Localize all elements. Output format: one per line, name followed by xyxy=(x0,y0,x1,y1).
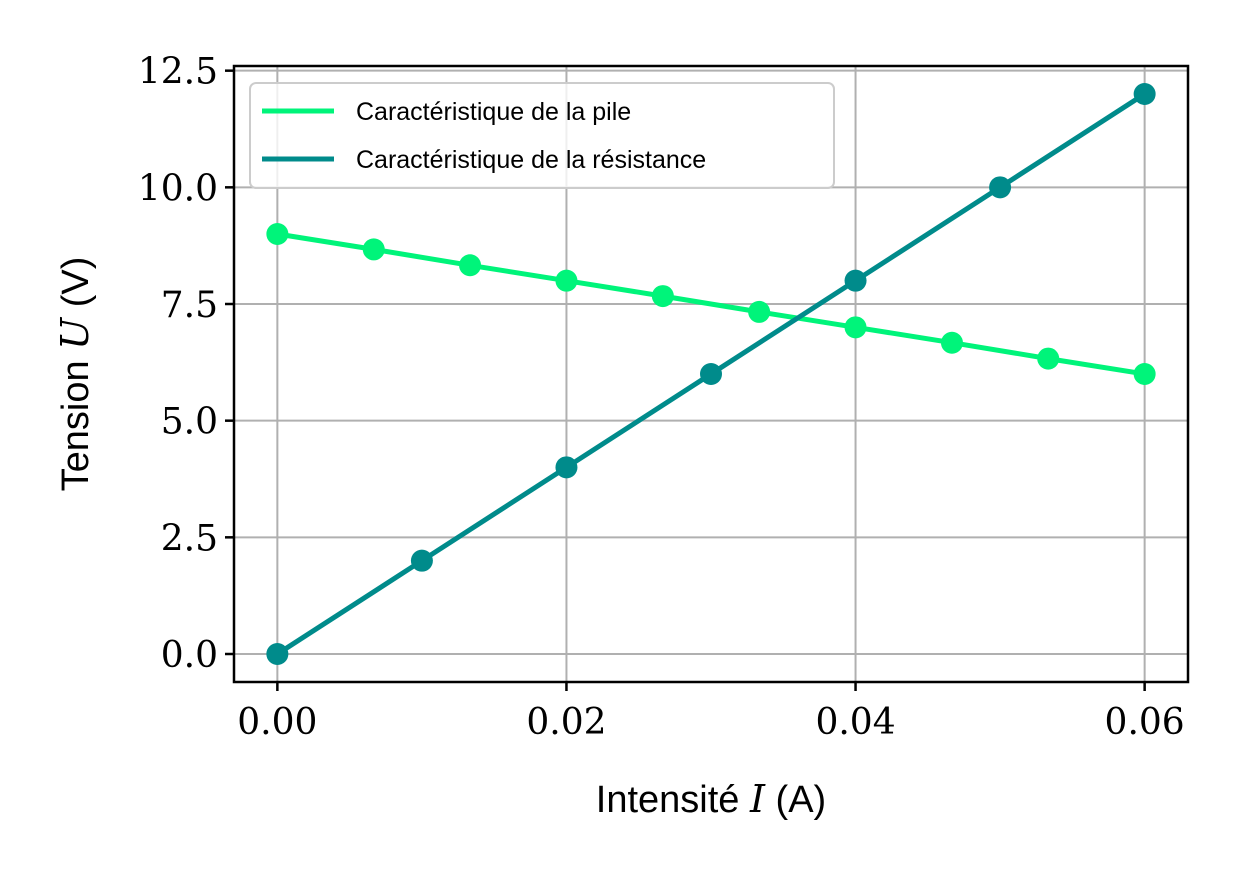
data-point-0 xyxy=(844,316,867,339)
y-tick-label: 10.0 xyxy=(138,168,218,209)
data-point-0 xyxy=(940,331,963,354)
data-point-0 xyxy=(362,238,385,261)
data-point-0 xyxy=(1037,347,1060,370)
legend-label-resistance: Caractéristique de la résistance xyxy=(356,146,706,174)
plot-frame xyxy=(232,64,1190,684)
data-point-0 xyxy=(651,285,674,308)
legend: Caractéristique de la pile Caractéristiq… xyxy=(249,82,835,189)
x-axis-label: Intensité I (A) xyxy=(596,777,826,821)
legend-box xyxy=(249,82,835,189)
y-tick-label: 5.0 xyxy=(161,402,218,443)
plot-series xyxy=(266,83,1156,665)
series-line-0 xyxy=(277,231,1145,377)
data-point-1 xyxy=(989,176,1012,199)
data-point-1 xyxy=(555,456,578,479)
x-tick-label: 0.04 xyxy=(815,702,895,743)
x-tick-label: 0.06 xyxy=(1105,702,1185,743)
data-point-0 xyxy=(555,269,578,292)
data-point-1 xyxy=(844,269,867,292)
x-tick-label: 0.00 xyxy=(237,702,317,743)
data-point-1 xyxy=(266,643,289,665)
y-tick-label: 7.5 xyxy=(161,285,218,326)
y-tick-label: 2.5 xyxy=(161,518,218,559)
data-point-1 xyxy=(1133,83,1156,105)
axis-ticks: 0.00 0.02 0.04 0.06 0.0 2.5 5.0 7.5 10.0 12.5 xyxy=(138,52,1185,743)
data-point-1 xyxy=(410,549,433,572)
y-tick-label: 12.5 xyxy=(138,52,218,93)
data-point-0 xyxy=(748,300,771,323)
data-point-0 xyxy=(266,223,289,245)
data-point-1 xyxy=(700,363,722,385)
y-axis-label: Tension U (V) xyxy=(53,257,97,492)
data-point-0 xyxy=(1133,363,1156,385)
legend-label-pile: Caractéristique de la pile xyxy=(356,98,631,126)
data-point-0 xyxy=(459,254,482,277)
y-tick-label: 0.0 xyxy=(161,635,218,676)
x-tick-label: 0.02 xyxy=(526,702,606,743)
